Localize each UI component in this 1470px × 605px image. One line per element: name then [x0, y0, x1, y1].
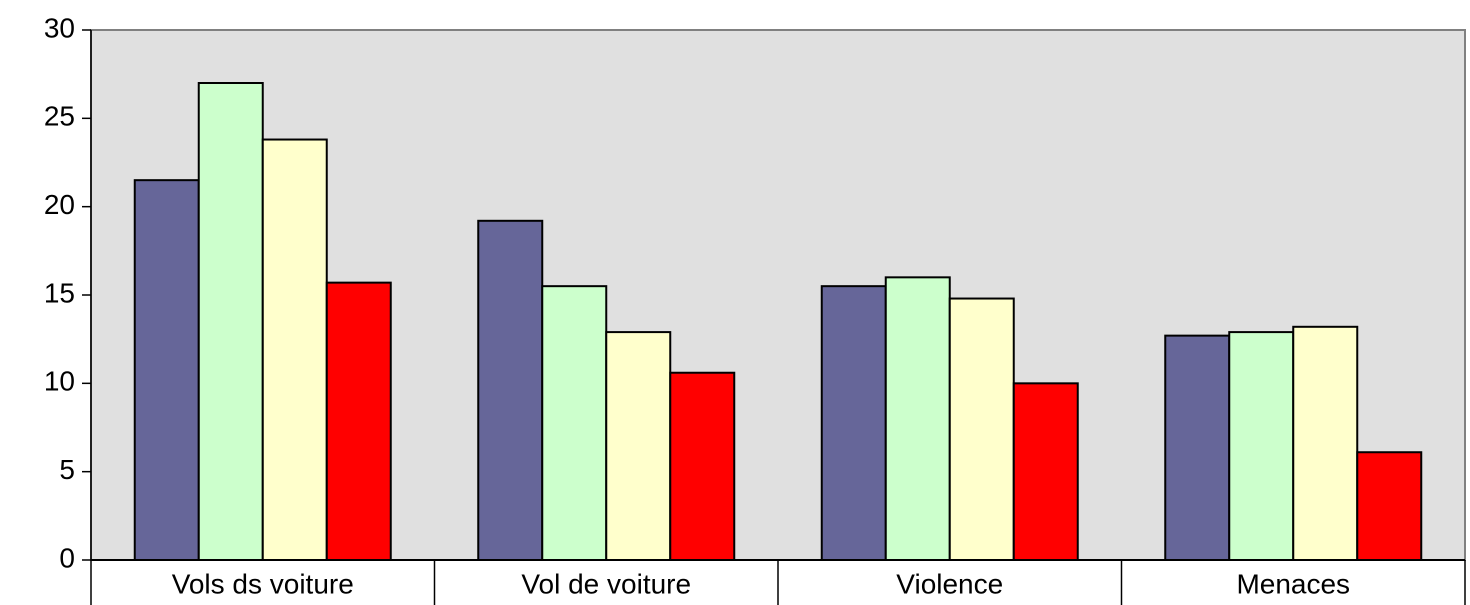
y-tick-label: 0 — [59, 542, 75, 573]
bar — [1012, 382, 1079, 562]
bar — [197, 82, 264, 561]
bar — [477, 219, 544, 562]
x-tick-label: Vol de voiture — [521, 568, 691, 599]
bar — [325, 281, 392, 561]
y-tick-label: 25 — [44, 101, 75, 132]
y-tick-label: 30 — [44, 12, 75, 43]
x-tick-label: Menaces — [1236, 568, 1350, 599]
bar — [605, 331, 672, 561]
bar — [948, 297, 1015, 561]
bar — [1228, 331, 1295, 561]
y-tick-label: 15 — [44, 277, 75, 308]
bar — [1292, 325, 1359, 561]
bar — [820, 285, 887, 561]
bar — [669, 371, 736, 561]
bar — [133, 179, 200, 562]
bar — [261, 138, 328, 562]
bar — [1356, 451, 1423, 562]
bar — [541, 285, 608, 561]
y-tick-label: 10 — [44, 366, 75, 397]
y-tick-label: 20 — [44, 189, 75, 220]
y-tick-label: 5 — [59, 454, 75, 485]
bar — [884, 276, 951, 561]
x-tick-label: Violence — [896, 568, 1003, 599]
bar — [1164, 334, 1231, 561]
x-tick-label: Vols ds voiture — [172, 568, 354, 599]
